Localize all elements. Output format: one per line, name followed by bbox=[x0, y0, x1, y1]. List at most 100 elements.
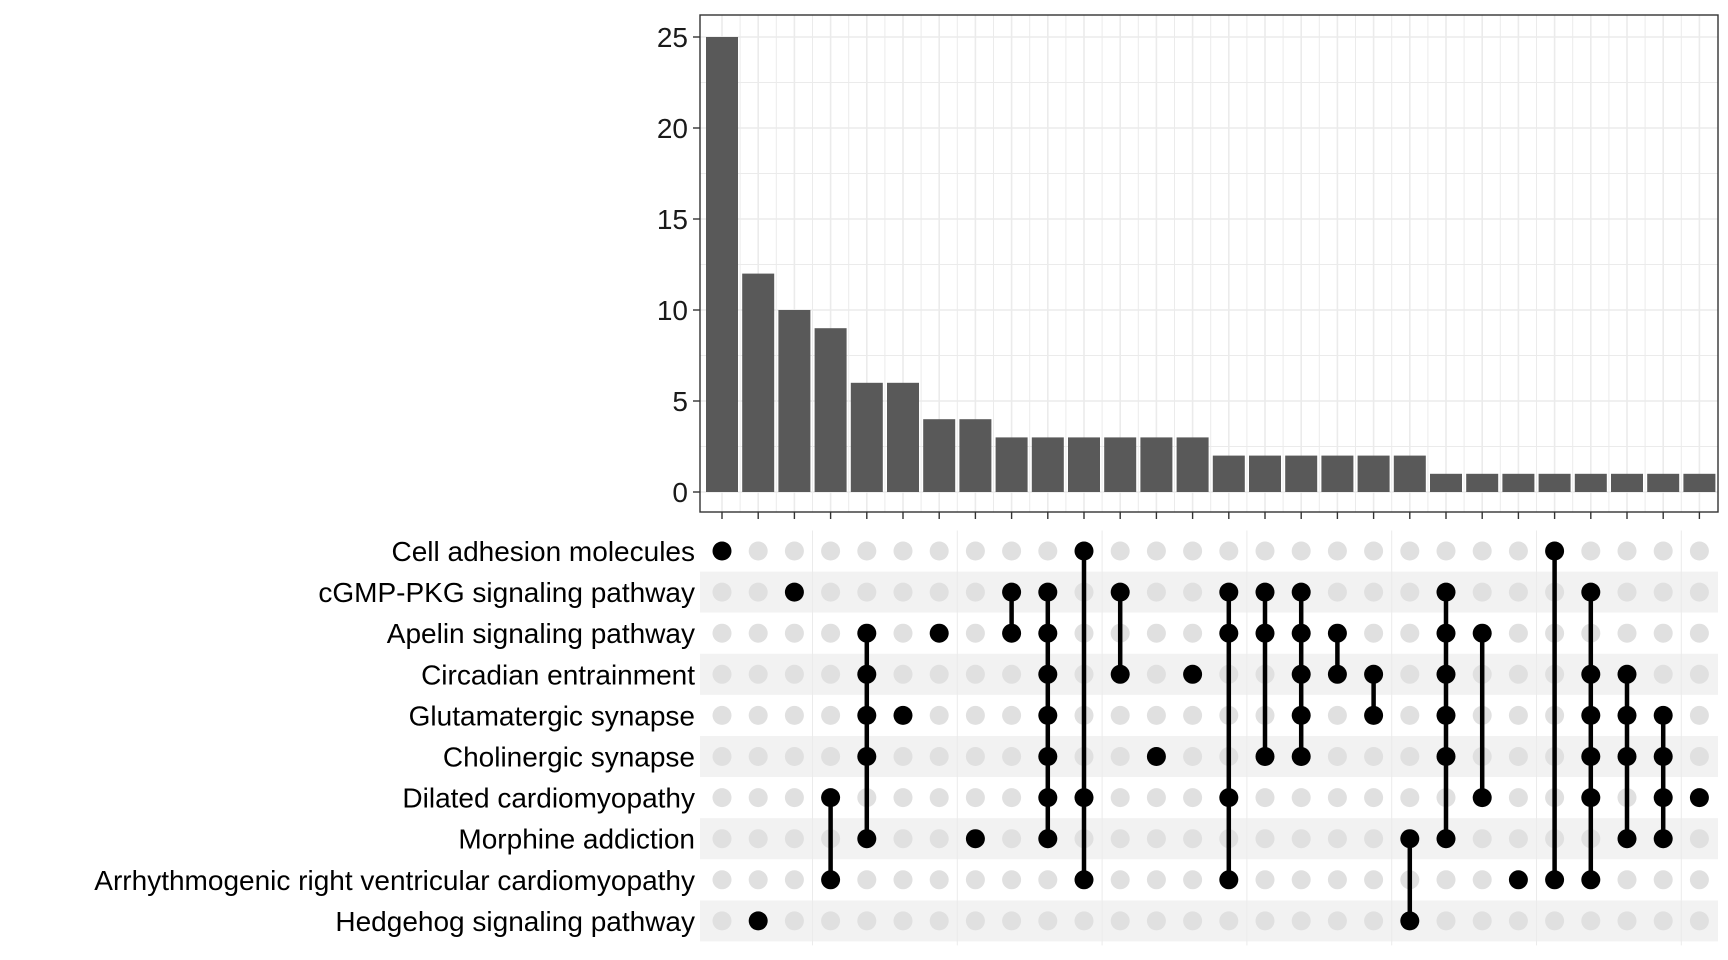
y-tick-label: 5 bbox=[672, 386, 688, 417]
matrix-dot-inactive bbox=[1183, 870, 1203, 890]
matrix-dot-inactive bbox=[965, 747, 985, 766]
matrix-dot-active bbox=[1581, 705, 1601, 725]
matrix-dot-active bbox=[1255, 623, 1275, 643]
matrix-dot-inactive bbox=[1364, 788, 1384, 808]
matrix-dot-inactive bbox=[893, 870, 913, 890]
matrix-dot-active bbox=[857, 747, 877, 766]
matrix-dot-inactive bbox=[712, 623, 732, 643]
matrix-dot-inactive bbox=[1653, 911, 1673, 931]
matrix-dot-inactive bbox=[1508, 582, 1528, 602]
matrix-dot-inactive bbox=[1472, 870, 1492, 890]
matrix-dot-active bbox=[1074, 788, 1094, 808]
matrix-dot-inactive bbox=[1327, 870, 1347, 890]
matrix-dot-inactive bbox=[893, 747, 913, 766]
matrix-stripes bbox=[700, 530, 1718, 946]
bar-14 bbox=[1176, 437, 1209, 492]
matrix-dot-inactive bbox=[1183, 829, 1203, 849]
matrix-dot-inactive bbox=[1472, 541, 1492, 561]
matrix-dot-inactive bbox=[1400, 664, 1420, 684]
matrix-dot-inactive bbox=[965, 911, 985, 931]
matrix-dot-active bbox=[1508, 870, 1528, 890]
matrix-dot-inactive bbox=[1219, 541, 1239, 561]
matrix-dot-active bbox=[1291, 747, 1311, 766]
bar-3 bbox=[778, 310, 811, 492]
matrix-dot-active bbox=[857, 623, 877, 643]
matrix-dot-inactive bbox=[1110, 911, 1130, 931]
matrix-dot-active bbox=[1581, 582, 1601, 602]
matrix-dot-inactive bbox=[857, 541, 877, 561]
matrix-dot-inactive bbox=[1255, 829, 1275, 849]
matrix-dot-active bbox=[1436, 664, 1456, 684]
matrix-dot-active bbox=[1364, 705, 1384, 725]
matrix-dot-active bbox=[1110, 664, 1130, 684]
matrix-dot-inactive bbox=[784, 747, 804, 766]
bar-13 bbox=[1140, 437, 1173, 492]
matrix-dot-active bbox=[1327, 623, 1347, 643]
matrix-dot-inactive bbox=[1291, 870, 1311, 890]
matrix-dot-inactive bbox=[1110, 870, 1130, 890]
matrix-dot-active bbox=[1002, 582, 1022, 602]
bar-21 bbox=[1430, 473, 1462, 492]
matrix-dot-inactive bbox=[1183, 911, 1203, 931]
matrix-dot-inactive bbox=[1653, 541, 1673, 561]
matrix-dot-inactive bbox=[1689, 582, 1709, 602]
matrix-dot-inactive bbox=[1327, 541, 1347, 561]
matrix-dot-inactive bbox=[1436, 870, 1456, 890]
matrix-dot-inactive bbox=[1002, 829, 1022, 849]
matrix-dot-inactive bbox=[821, 623, 841, 643]
matrix-dot-inactive bbox=[1436, 911, 1456, 931]
bar-2 bbox=[742, 273, 775, 492]
matrix-dot-inactive bbox=[1146, 870, 1166, 890]
bar-12 bbox=[1104, 437, 1137, 492]
matrix-dot-active bbox=[1110, 582, 1130, 602]
set-label: Morphine addiction bbox=[458, 824, 695, 855]
matrix-dot-inactive bbox=[1472, 829, 1492, 849]
matrix-dot-inactive bbox=[1400, 705, 1420, 725]
matrix-dot-active bbox=[1436, 829, 1456, 849]
matrix-dot-inactive bbox=[1291, 788, 1311, 808]
matrix-dot-inactive bbox=[821, 582, 841, 602]
matrix-dot-active bbox=[1074, 870, 1094, 890]
matrix-dot-inactive bbox=[1038, 541, 1058, 561]
bars bbox=[706, 37, 1716, 492]
matrix-dot-active bbox=[1038, 747, 1058, 766]
matrix-dot-inactive bbox=[1110, 829, 1130, 849]
matrix-dot-inactive bbox=[1364, 870, 1384, 890]
matrix-dot-inactive bbox=[748, 829, 768, 849]
matrix-dot-active bbox=[1617, 664, 1637, 684]
matrix-dot-inactive bbox=[1400, 623, 1420, 643]
matrix-dot-inactive bbox=[1146, 582, 1166, 602]
matrix-dot-active bbox=[1653, 747, 1673, 766]
matrix-dot-inactive bbox=[1255, 911, 1275, 931]
matrix-dot-inactive bbox=[748, 541, 768, 561]
matrix-dot-active bbox=[1038, 582, 1058, 602]
bar-9 bbox=[995, 437, 1028, 492]
matrix-dot-active bbox=[965, 829, 985, 849]
matrix-stripe bbox=[700, 571, 1718, 613]
matrix-dot-inactive bbox=[1074, 911, 1094, 931]
matrix-dot-active bbox=[1436, 623, 1456, 643]
matrix-dot-inactive bbox=[1291, 541, 1311, 561]
matrix-dot-active bbox=[1472, 788, 1492, 808]
matrix-dot-active bbox=[1219, 870, 1239, 890]
matrix-dot-inactive bbox=[1400, 582, 1420, 602]
matrix-dot-inactive bbox=[1219, 911, 1239, 931]
matrix-dot-inactive bbox=[1617, 911, 1637, 931]
matrix-dot-inactive bbox=[1689, 747, 1709, 766]
matrix-dot-inactive bbox=[748, 664, 768, 684]
matrix-dot-active bbox=[1183, 664, 1203, 684]
matrix-dot-inactive bbox=[929, 541, 949, 561]
matrix-dot-active bbox=[1219, 582, 1239, 602]
set-label: Cell adhesion molecules bbox=[391, 536, 695, 567]
matrix-dot-inactive bbox=[1002, 705, 1022, 725]
matrix-dot-inactive bbox=[1146, 623, 1166, 643]
matrix-dot-inactive bbox=[857, 582, 877, 602]
matrix-dot-inactive bbox=[857, 911, 877, 931]
matrix-dot-inactive bbox=[748, 582, 768, 602]
matrix-dot-inactive bbox=[1183, 623, 1203, 643]
matrix-dot-inactive bbox=[1508, 623, 1528, 643]
matrix-dot-active bbox=[1364, 664, 1384, 684]
matrix-dot-inactive bbox=[712, 829, 732, 849]
matrix-dot-inactive bbox=[712, 582, 732, 602]
matrix-dot-active bbox=[893, 705, 913, 725]
